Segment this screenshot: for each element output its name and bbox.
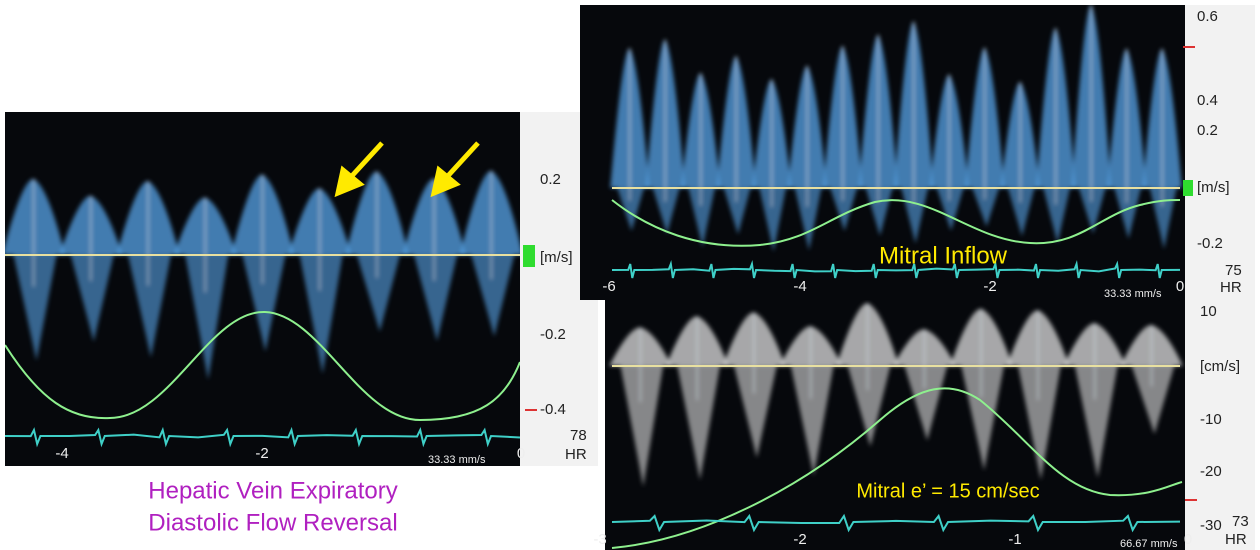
envelope xyxy=(1043,188,1070,244)
resp-curve xyxy=(611,387,1183,549)
envelope xyxy=(1078,188,1106,234)
x-label: -4 xyxy=(55,445,68,462)
y-label: [cm/s] xyxy=(1200,358,1240,375)
marker xyxy=(1183,180,1193,196)
envelope xyxy=(830,188,857,232)
envelope xyxy=(471,255,515,337)
x-label: -2 xyxy=(983,278,996,295)
x-label: 0 xyxy=(517,445,525,462)
x-label: -6 xyxy=(602,278,615,295)
hr-unit: HR xyxy=(565,446,587,463)
heart-rate: 78 xyxy=(570,427,587,444)
x-label: -1 xyxy=(1008,531,1021,548)
envelope xyxy=(242,255,286,352)
envelope xyxy=(299,255,343,374)
envelope xyxy=(652,188,680,234)
envelope xyxy=(972,188,999,227)
envelope xyxy=(620,366,664,487)
y-label: -10 xyxy=(1200,411,1222,428)
x-label: -2 xyxy=(255,445,268,462)
resp-curve xyxy=(611,199,1181,247)
panel-label: Mitral e’ = 15 cm/sec xyxy=(856,480,1039,502)
spectrum xyxy=(5,170,520,380)
x-label: -4 xyxy=(793,278,806,295)
envelope xyxy=(617,188,644,231)
envelope xyxy=(1018,366,1061,480)
y-label: 0.2 xyxy=(540,171,561,188)
envelope xyxy=(794,188,822,251)
envelope xyxy=(677,366,720,480)
envelope xyxy=(459,170,520,255)
x-label: 0 xyxy=(1184,531,1192,548)
envelope xyxy=(961,366,1004,471)
envelope xyxy=(790,366,834,476)
ecg xyxy=(611,260,1181,279)
bottom-waveform xyxy=(609,303,1183,549)
caption: Diastolic Flow Reversal xyxy=(148,509,397,536)
envelope xyxy=(904,366,948,441)
panel-label: Mitral Inflow xyxy=(879,242,1008,269)
y-label: [m/s] xyxy=(540,249,573,266)
envelope xyxy=(688,188,715,248)
envelope xyxy=(847,366,891,447)
envelope xyxy=(13,255,57,361)
x-label: 0 xyxy=(1176,278,1184,295)
sweep-speed: 33.33 mm/s xyxy=(428,454,486,466)
left-waveform xyxy=(5,170,520,448)
envelope xyxy=(1074,366,1118,478)
spectrum xyxy=(610,5,1182,252)
x-label: -2 xyxy=(793,531,806,548)
envelope xyxy=(5,178,66,255)
envelope xyxy=(734,366,777,458)
envelope xyxy=(1131,366,1175,435)
heart-rate: 73 xyxy=(1232,513,1249,530)
y-label: -0.4 xyxy=(540,401,566,418)
y-label: 0.2 xyxy=(1197,122,1218,139)
top-waveform xyxy=(610,5,1182,279)
y-label: -30 xyxy=(1200,517,1222,534)
heart-rate: 75 xyxy=(1225,262,1242,279)
y-label: -20 xyxy=(1200,463,1222,480)
hr-unit: HR xyxy=(1220,279,1242,296)
envelope xyxy=(356,255,400,332)
arrows xyxy=(334,141,480,198)
envelope xyxy=(723,188,751,235)
ecg xyxy=(5,426,520,448)
y-label: 0.6 xyxy=(1197,8,1218,25)
sweep-speed: 33.33 mm/s xyxy=(1104,288,1162,300)
ecg xyxy=(611,513,1181,533)
envelope xyxy=(185,255,229,380)
envelope xyxy=(1114,188,1141,239)
resp-curve xyxy=(5,310,520,422)
envelope xyxy=(128,255,171,358)
y-label: -0.2 xyxy=(1197,235,1223,252)
x-label: -3 xyxy=(593,531,606,548)
envelope xyxy=(1007,188,1035,237)
sweep-speed: 66.67 mm/s xyxy=(1120,538,1178,550)
envelope xyxy=(70,255,114,342)
y-label: [m/s] xyxy=(1197,179,1230,196)
envelope xyxy=(936,188,964,231)
caption: Hepatic Vein Expiratory xyxy=(148,477,397,504)
envelope xyxy=(1149,188,1177,250)
spectrum xyxy=(609,303,1183,487)
envelope xyxy=(414,255,458,342)
envelope xyxy=(759,188,786,252)
hr-unit: HR xyxy=(1225,531,1247,548)
y-label: 10 xyxy=(1200,303,1217,320)
y-label: -0.2 xyxy=(540,326,566,343)
y-label: 0.4 xyxy=(1197,92,1218,109)
marker xyxy=(523,245,535,267)
